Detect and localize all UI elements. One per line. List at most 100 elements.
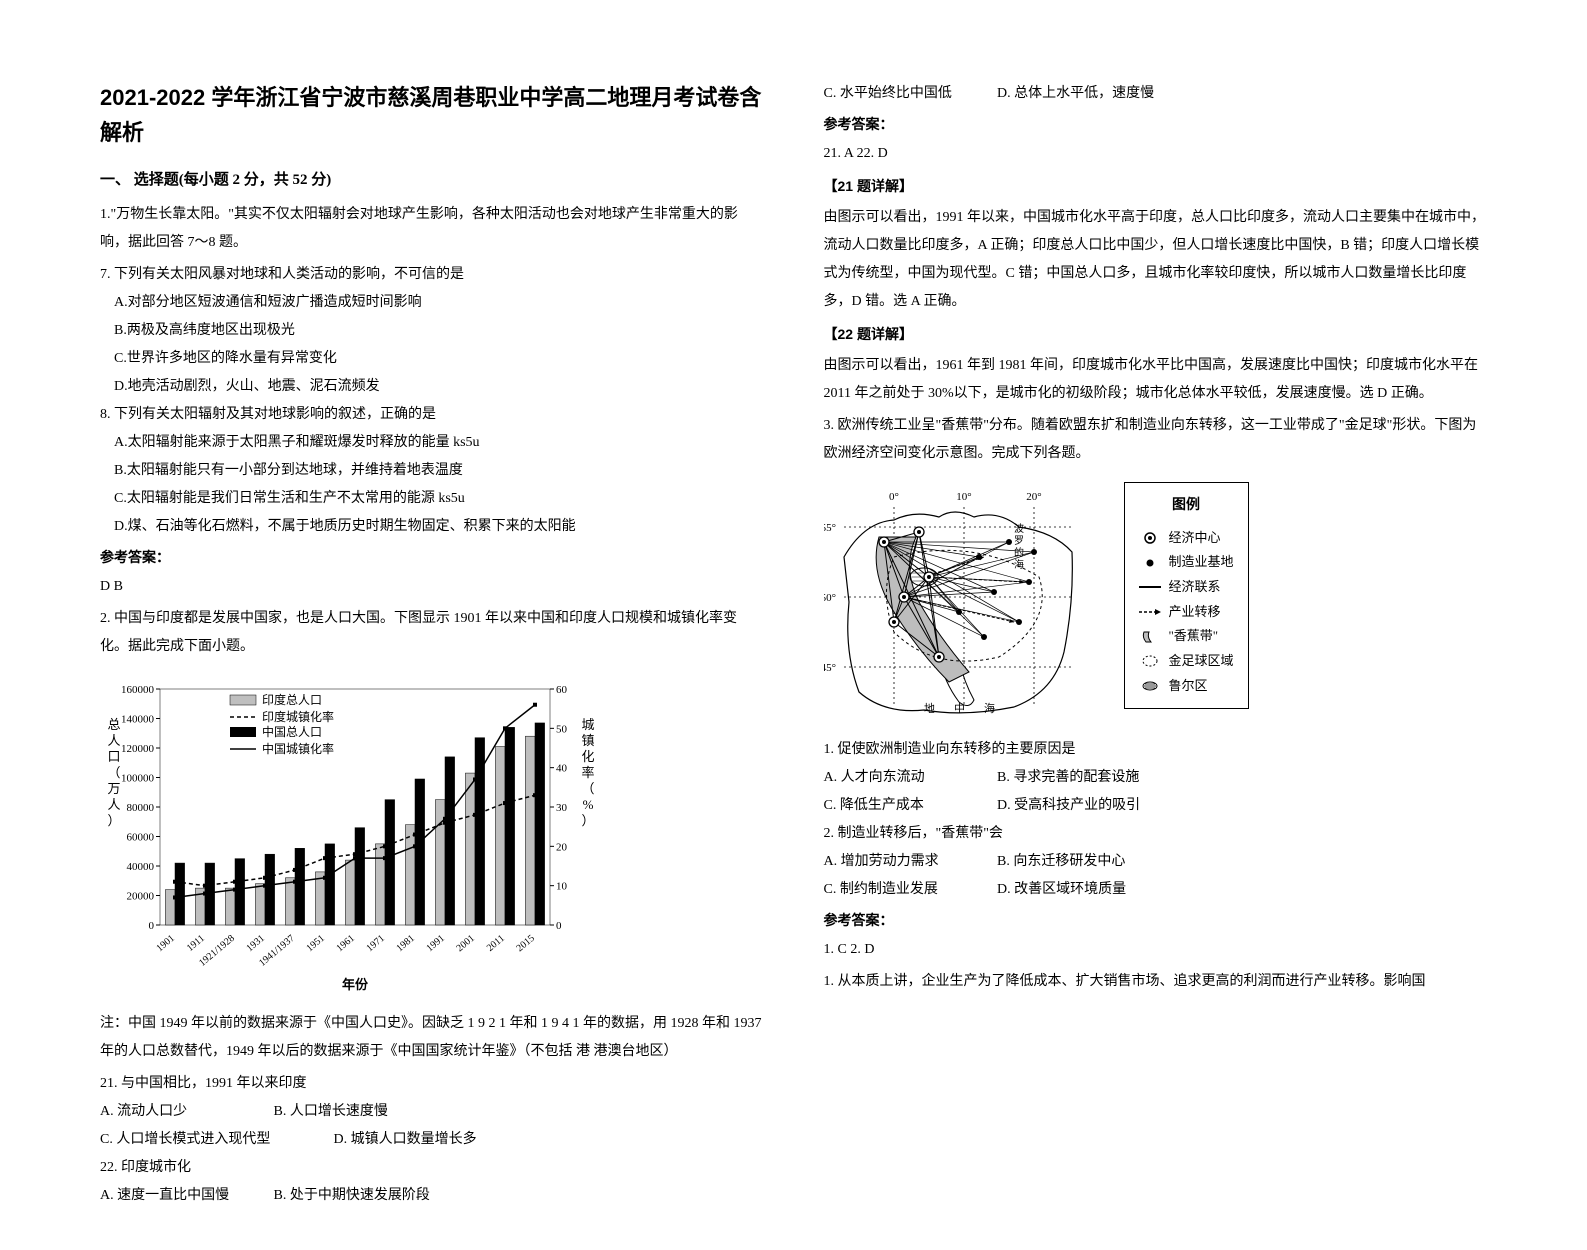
svg-text:口: 口 (107, 749, 120, 764)
q3-2-option-a: A. 增加劳动力需求 (824, 848, 994, 876)
svg-text:人: 人 (107, 733, 120, 748)
svg-text:波: 波 (1014, 522, 1024, 535)
svg-text:140000: 140000 (121, 714, 155, 726)
svg-text:镇: 镇 (581, 733, 594, 748)
legend-label: 经济联系 (1169, 575, 1221, 600)
svg-text:2001: 2001 (455, 933, 477, 954)
legend-item: 产业转移 (1139, 600, 1234, 625)
q22-option-c: C. 水平始终比中国低 (824, 80, 994, 108)
q21-option-d: D. 城镇人口数量增长多 (334, 1126, 504, 1154)
svg-text:30: 30 (556, 802, 568, 814)
svg-text:1981: 1981 (395, 933, 417, 954)
q3-2-stem: 2. 制造业转移后，"香蕉带"会 (824, 820, 1488, 848)
svg-text:1991: 1991 (425, 933, 447, 954)
svg-text:10: 10 (556, 881, 568, 893)
q7-option-c: C.世界许多地区的降水量有异常变化 (100, 345, 764, 373)
svg-text:地: 地 (924, 702, 935, 715)
svg-text:万: 万 (107, 781, 120, 796)
right-column: C. 水平始终比中国低 D. 总体上水平低，速度慢 参考答案： 21. A 22… (824, 80, 1488, 1210)
answer-label: 参考答案： (824, 910, 1488, 930)
svg-text:1951: 1951 (305, 933, 327, 954)
legend-item: 经济联系 (1139, 575, 1234, 600)
q2-intro: 2. 中国与印度都是发展中国家，也是人口大国。下图显示 1901 年以来中国和印… (100, 605, 764, 661)
svg-text:0: 0 (149, 920, 155, 932)
page: 2021-2022 学年浙江省宁波市慈溪周巷职业中学高二地理月考试卷含解析 一、… (100, 80, 1487, 1210)
svg-text:海: 海 (1014, 558, 1024, 571)
q21-option-c: C. 人口增长模式进入现代型 (100, 1126, 330, 1154)
europe-map-container: 0°10°20°55°50°45°地中海波罗的海 图例 经济中心 制造业基地 经… (824, 482, 1488, 722)
legend-label: 金足球区域 (1169, 649, 1234, 674)
svg-text:）: ） (581, 813, 594, 828)
q22-option-a: A. 速度一直比中国慢 (100, 1182, 270, 1210)
q7-option-a: A.对部分地区短波通信和短波广播造成短时间影响 (100, 289, 764, 317)
svg-text:100000: 100000 (121, 773, 155, 785)
exp22-label: 【22 题详解】 (824, 320, 1488, 348)
legend-label: 产业转移 (1169, 600, 1221, 625)
q3-exp: 1. 从本质上讲，企业生产为了降低成本、扩大销售市场、追求更高的利润而进行产业转… (824, 968, 1488, 996)
q22-option-d: D. 总体上水平低，速度慢 (997, 80, 1167, 108)
svg-text:45°: 45° (824, 662, 836, 674)
svg-text:印度总人口: 印度总人口 (262, 692, 322, 707)
q3-answers: 1. C 2. D (824, 936, 1488, 964)
q3-1-option-d: D. 受高科技产业的吸引 (997, 792, 1167, 820)
svg-text:160000: 160000 (121, 684, 155, 696)
svg-text:20: 20 (556, 842, 568, 854)
legend-label: 制造业基地 (1169, 550, 1234, 575)
svg-text:中国城镇化率: 中国城镇化率 (262, 741, 334, 756)
svg-text:2011: 2011 (485, 933, 507, 954)
legend-label: 经济中心 (1169, 526, 1221, 551)
svg-text:2015: 2015 (515, 933, 537, 954)
legend-title: 图例 (1139, 493, 1234, 520)
svg-text:80000: 80000 (127, 802, 155, 814)
legend-item: 制造业基地 (1139, 550, 1234, 575)
ruhr-icon (1139, 680, 1161, 692)
svg-text:印度城镇化率: 印度城镇化率 (262, 709, 334, 724)
q3-2-option-d: D. 改善区域环境质量 (997, 876, 1167, 904)
legend-label: "香蕉带" (1169, 624, 1219, 649)
q3-1-option-b: B. 寻求完善的配套设施 (997, 764, 1167, 792)
banana-icon (1139, 630, 1161, 644)
q8-stem: 8. 下列有关太阳辐射及其对地球影响的叙述，正确的是 (100, 401, 764, 429)
q1-intro: 1."万物生长靠太阳。"其实不仅太阳辐射会对地球产生影响，各种太阳活动也会对地球… (100, 201, 764, 257)
svg-text:50°: 50° (824, 592, 836, 604)
svg-text:60000: 60000 (127, 832, 155, 844)
svg-text:20000: 20000 (127, 891, 155, 903)
population-chart-svg: 0200004000060000800001000001200001400001… (100, 675, 600, 995)
svg-text:%: % (583, 797, 594, 812)
svg-text:1961: 1961 (335, 933, 357, 954)
svg-text:中国总人口: 中国总人口 (262, 724, 322, 739)
svg-text:40000: 40000 (127, 861, 155, 873)
q2-answers: 21. A 22. D (824, 140, 1488, 168)
q7-stem: 7. 下列有关太阳风暴对地球和人类活动的影响，不可信的是 (100, 261, 764, 289)
q21-option-a: A. 流动人口少 (100, 1098, 270, 1126)
ind-transfer-icon (1139, 608, 1161, 616)
econ-link-icon (1139, 583, 1161, 591)
q3-1-stem: 1. 促使欧洲制造业向东转移的主要原因是 (824, 736, 1488, 764)
q7-option-b: B.两极及高纬度地区出现极光 (100, 317, 764, 345)
svg-text:0°: 0° (889, 491, 899, 503)
q3-1-option-c: C. 降低生产成本 (824, 792, 994, 820)
svg-text:（: （ (107, 765, 120, 780)
q21-option-b: B. 人口增长速度慢 (274, 1098, 444, 1126)
svg-text:（: （ (581, 781, 594, 796)
svg-text:总: 总 (107, 717, 120, 732)
q3-1-option-a: A. 人才向东流动 (824, 764, 994, 792)
svg-text:化: 化 (581, 749, 594, 764)
svg-text:海: 海 (984, 701, 995, 715)
q1-answer: D B (100, 573, 764, 601)
answer-label: 参考答案： (824, 114, 1488, 134)
svg-text:1901: 1901 (155, 933, 177, 954)
q22-option-b: B. 处于中期快速发展阶段 (274, 1182, 444, 1210)
svg-text:1971: 1971 (365, 933, 387, 954)
svg-text:罗: 罗 (1014, 535, 1024, 547)
q22-stem: 22. 印度城市化 (100, 1154, 764, 1182)
legend-item: 金足球区域 (1139, 649, 1234, 674)
svg-text:中: 中 (954, 702, 965, 715)
svg-text:年份: 年份 (342, 977, 369, 992)
q7-option-d: D.地壳活动剧烈，火山、地震、泥石流频发 (100, 373, 764, 401)
svg-text:城: 城 (581, 717, 594, 732)
left-column: 2021-2022 学年浙江省宁波市慈溪周巷职业中学高二地理月考试卷含解析 一、… (100, 80, 764, 1210)
q3-2-option-b: B. 向东迁移研发中心 (997, 848, 1167, 876)
q21-stem: 21. 与中国相比，1991 年以来印度 (100, 1070, 764, 1098)
q3-2-option-c: C. 制约制造业发展 (824, 876, 994, 904)
